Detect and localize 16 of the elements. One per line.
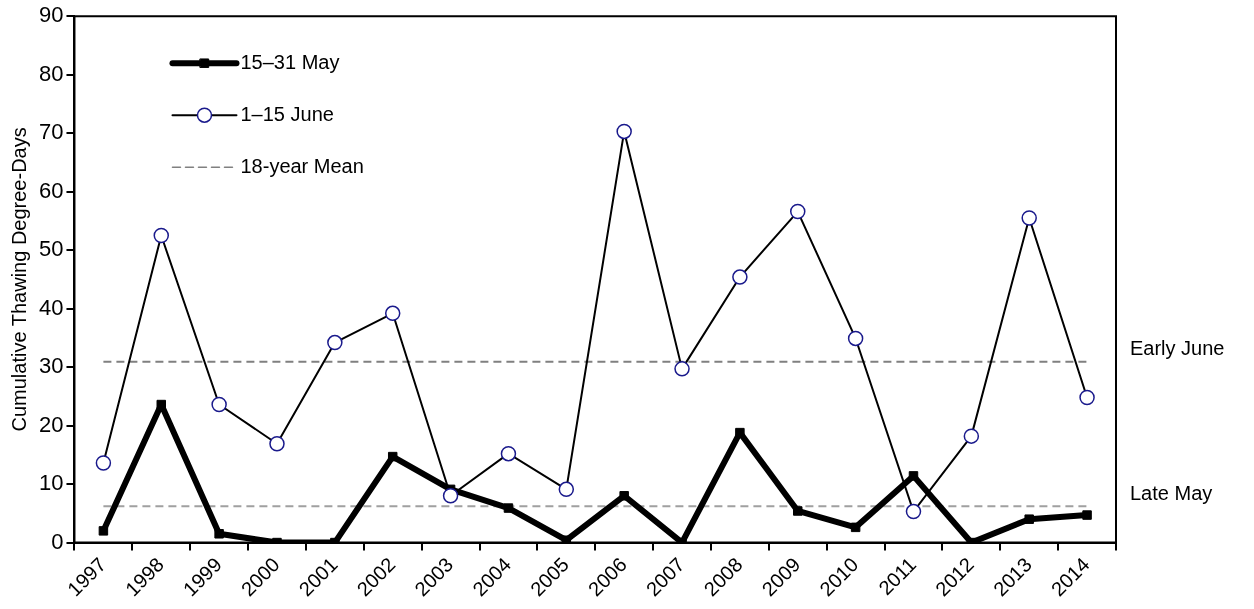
legend-label: 15–31 May [240, 50, 340, 73]
y-tick-label: 0 [51, 528, 64, 554]
y-tick-label: 40 [38, 294, 64, 320]
ref-line-label: Late May [1130, 481, 1213, 504]
ref-line-label: Early June [1130, 337, 1225, 360]
y-tick-label: 60 [38, 177, 64, 203]
y-tick-label: 90 [38, 2, 64, 28]
legend-label: 1–15 June [240, 102, 334, 125]
y-axis-title: Cumulative Thawing Degree-Days [7, 127, 30, 432]
annotation: 18-year Mean [240, 154, 364, 177]
y-tick-label: 50 [38, 236, 64, 262]
y-tick-label: 30 [38, 353, 64, 379]
y-tick-label: 10 [38, 470, 64, 496]
y-tick-label: 80 [38, 60, 64, 86]
y-tick-label: 20 [38, 411, 64, 437]
y-tick-label: 70 [38, 119, 64, 145]
